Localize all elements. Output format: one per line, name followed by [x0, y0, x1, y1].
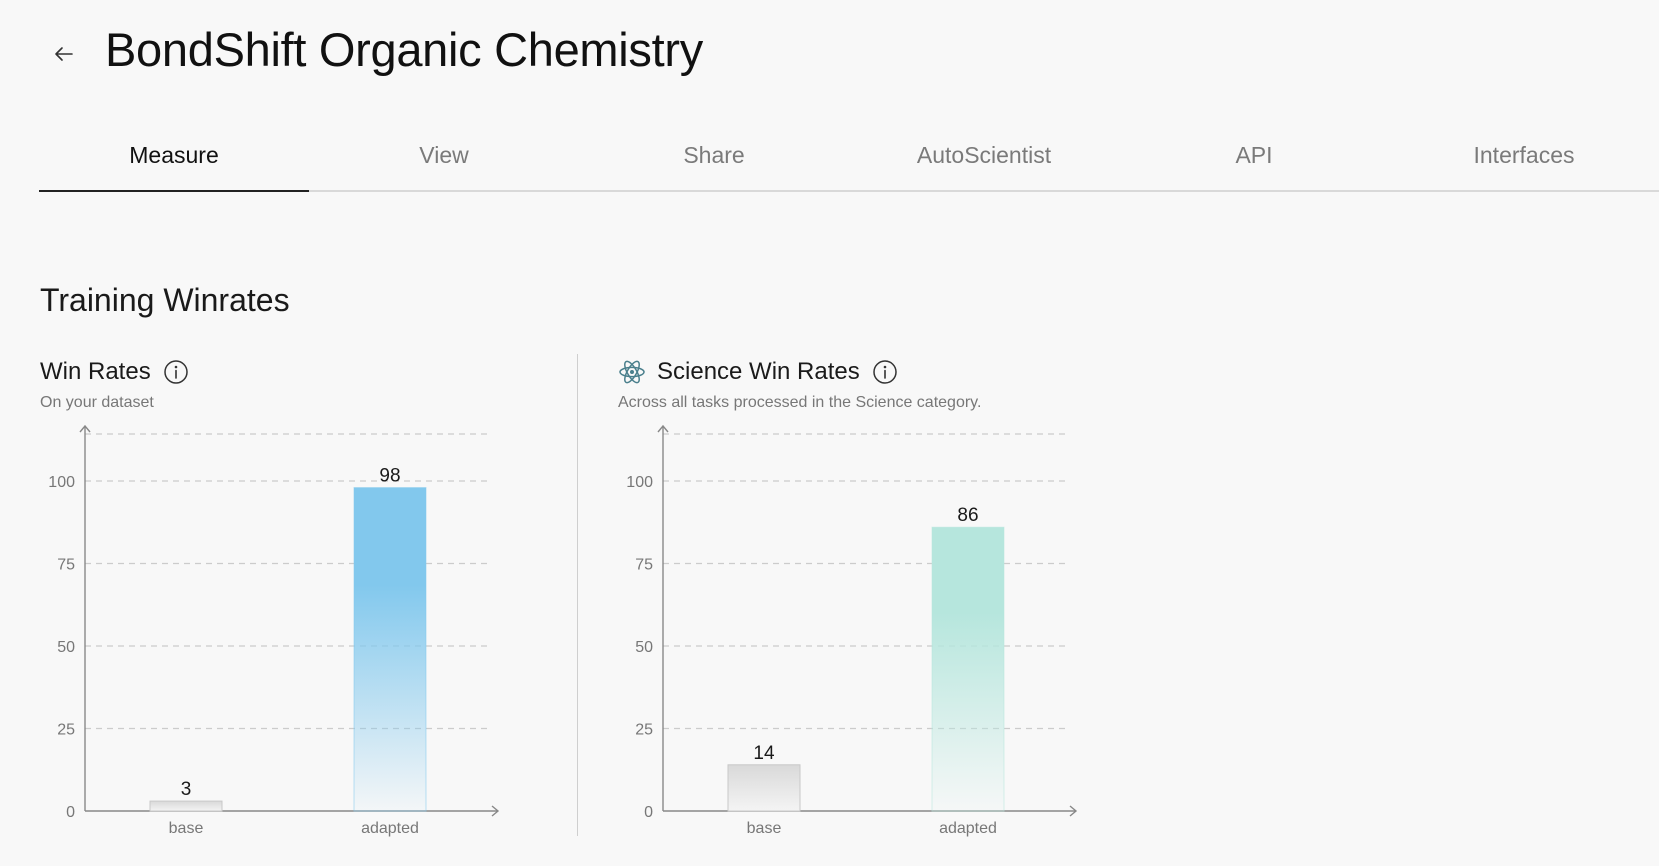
bar-base	[727, 764, 801, 812]
y-tick-label: 100	[626, 474, 653, 491]
science-win-rates-title: Science Win Rates	[657, 358, 860, 385]
y-tick-label: 25	[635, 722, 653, 739]
tab-bar: Measure View Share AutoScientist API Int…	[39, 120, 1659, 192]
back-button[interactable]	[48, 38, 80, 70]
page-title: BondShift Organic Chemistry	[105, 23, 703, 76]
win-rates-chart: 0 25 50 75 100 3 base 98 adapted	[48, 424, 500, 837]
y-tick-label: 100	[48, 474, 75, 491]
win-rates-header: Win Rates	[40, 356, 189, 388]
x-category-label: adapted	[361, 820, 419, 837]
y-tick-label: 25	[57, 722, 75, 739]
tab-interfaces[interactable]: Interfaces	[1473, 141, 1575, 168]
bar-value-label: 86	[957, 505, 978, 526]
y-tick-label: 0	[66, 804, 75, 821]
x-axis-arrow	[1069, 805, 1078, 817]
x-category-label: base	[747, 820, 782, 837]
tab-api[interactable]: API	[1235, 141, 1273, 168]
y-tick-label: 0	[644, 804, 653, 821]
x-category-label: adapted	[939, 820, 997, 837]
y-tick-label: 75	[57, 557, 75, 574]
x-category-label: base	[169, 820, 204, 837]
tab-view[interactable]: View	[419, 141, 469, 168]
tab-share[interactable]: Share	[683, 141, 745, 168]
bar-adapted	[353, 487, 427, 812]
tab-autoscientist[interactable]: AutoScientist	[916, 141, 1052, 168]
bar-value-label: 3	[181, 779, 192, 800]
y-tick-label: 50	[635, 639, 653, 656]
science-win-rates-header: Science Win Rates	[618, 356, 898, 388]
win-rates-title: Win Rates	[40, 358, 151, 385]
win-rates-subtitle: On your dataset	[40, 394, 154, 411]
science-win-rates-subtitle: Across all tasks processed in the Scienc…	[618, 394, 982, 411]
tab-measure[interactable]: Measure	[39, 120, 309, 192]
science-win-rates-panel: Science Win Rates Across all tasks proce…	[618, 352, 1178, 852]
atom-icon	[618, 358, 646, 386]
x-axis-arrow	[491, 805, 500, 817]
bar-value-label: 14	[753, 743, 775, 764]
y-tick-label: 75	[635, 557, 653, 574]
page-header: BondShift Organic Chemistry	[0, 0, 1659, 105]
science-win-rates-chart: 0 25 50 75 100 14 base 86 adapted	[626, 424, 1078, 837]
win-rates-panel: Win Rates On your dataset 0 25 50 75 100 3 bas…	[40, 352, 600, 852]
bar-base	[149, 800, 223, 812]
arrow-left-icon	[55, 47, 73, 61]
y-tick-label: 50	[57, 639, 75, 656]
bar-adapted	[931, 526, 1005, 812]
info-circle-icon[interactable]	[872, 359, 898, 385]
y-axis-arrow	[657, 424, 669, 433]
y-axis-arrow	[79, 424, 91, 433]
section-title: Training Winrates	[40, 282, 290, 318]
bar-value-label: 98	[379, 466, 400, 487]
info-circle-icon[interactable]	[163, 359, 189, 385]
panel-divider	[577, 354, 578, 836]
